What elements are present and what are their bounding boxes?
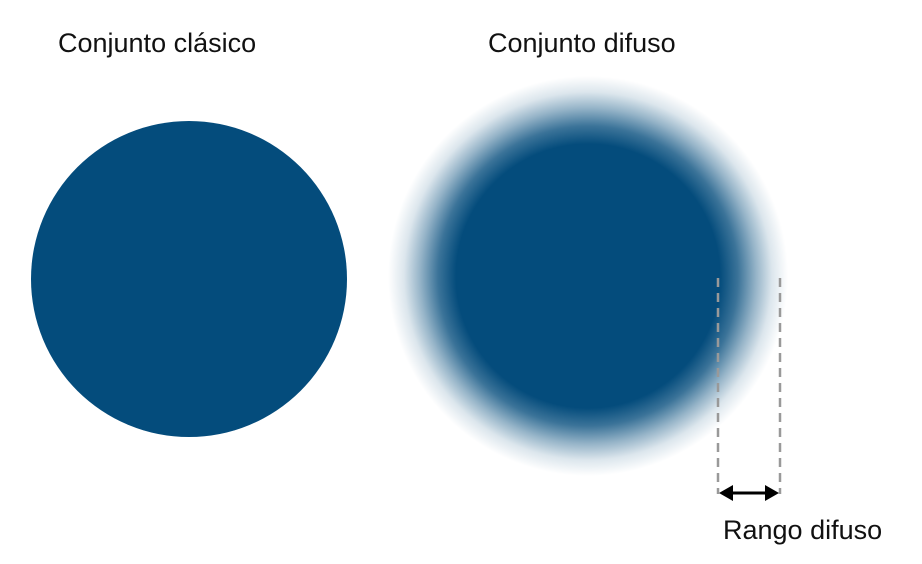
- classic-set-title: Conjunto clásico: [58, 28, 256, 58]
- fuzzy-set-title: Conjunto difuso: [488, 28, 676, 58]
- fuzzy-range-arrow: [719, 485, 779, 501]
- fuzzy-range-label: Rango difuso: [723, 515, 882, 545]
- fuzzy-set-circle: [388, 76, 788, 476]
- classic-set-circle: [31, 121, 347, 437]
